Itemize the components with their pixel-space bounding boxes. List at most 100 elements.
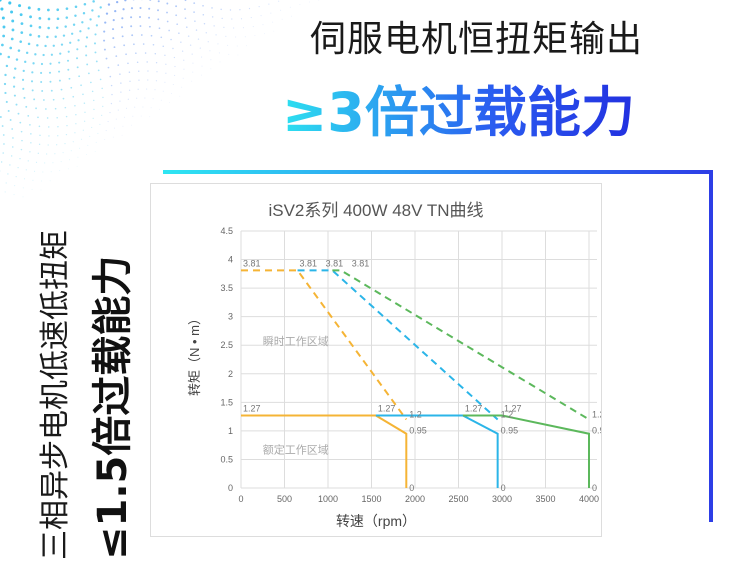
dot — [130, 16, 133, 19]
dot — [183, 59, 185, 61]
dot — [125, 107, 128, 109]
dot — [70, 86, 73, 89]
dot — [64, 106, 67, 109]
dot — [121, 35, 124, 38]
dot — [40, 62, 44, 66]
dot — [97, 132, 99, 134]
dot — [183, 68, 185, 70]
dot — [152, 98, 154, 100]
dot — [34, 53, 37, 56]
region-label: 额定工作区域 — [263, 443, 329, 457]
dot — [246, 45, 248, 47]
dot — [91, 9, 94, 12]
x-tick-label: 500 — [277, 494, 292, 504]
dot — [125, 53, 127, 56]
dot — [20, 148, 23, 151]
dot — [2, 134, 5, 136]
dot — [95, 60, 98, 63]
dot — [40, 80, 43, 83]
x-tick-label: 3000 — [492, 494, 512, 504]
y-tick-label: 1 — [228, 426, 233, 436]
dot — [87, 144, 89, 146]
dot — [146, 61, 148, 63]
dot — [244, 36, 246, 38]
dot — [22, 196, 24, 198]
dot — [99, 6, 102, 9]
dot — [58, 70, 61, 73]
dot — [0, 52, 2, 56]
dot — [149, 0, 152, 1]
dot — [65, 7, 69, 10]
dot — [11, 28, 15, 32]
dot — [4, 73, 7, 77]
dot — [0, 0, 2, 2]
dot — [103, 48, 106, 51]
chart-title: iSV2系列 400W 48V TN曲线 — [268, 201, 483, 220]
dot-wave-decoration — [0, 0, 320, 198]
dot — [48, 71, 52, 74]
dot — [32, 62, 35, 65]
headline-line1: 伺服电机恒扭矩输出 — [310, 19, 644, 60]
dot — [239, 9, 241, 11]
data-label: 1.2 — [501, 409, 514, 419]
dot — [107, 3, 111, 6]
dot — [140, 115, 142, 117]
x-tick-label: 1500 — [361, 494, 381, 504]
dot — [84, 111, 86, 113]
dot — [166, 2, 169, 5]
dot — [237, 54, 239, 56]
x-tick-label: 2000 — [405, 494, 425, 504]
dot — [157, 9, 159, 12]
dot — [75, 123, 77, 125]
dot — [130, 7, 134, 10]
dot — [74, 132, 76, 134]
dot — [3, 143, 5, 145]
dot — [164, 54, 166, 56]
dot — [38, 125, 41, 128]
dot — [129, 80, 131, 82]
dot — [54, 107, 57, 110]
orange-solid-curve — [241, 414, 408, 488]
dot — [83, 120, 86, 122]
dot — [148, 16, 151, 19]
dot — [107, 66, 110, 69]
dot — [291, 15, 293, 17]
x-tick-label: 0 — [238, 494, 243, 504]
dot — [4, 191, 6, 193]
dot — [38, 143, 41, 146]
dot — [195, 29, 198, 31]
dot — [112, 37, 115, 40]
headline-line2: ≥3倍过载能力 — [282, 68, 635, 147]
dot — [194, 20, 196, 22]
dot — [228, 53, 230, 55]
dot — [140, 34, 143, 36]
dot — [174, 74, 176, 77]
dot — [121, 26, 124, 29]
dot — [91, 90, 94, 93]
dot — [62, 97, 65, 100]
dot — [175, 5, 178, 8]
dot — [56, 144, 58, 146]
dot — [138, 70, 140, 72]
dot — [20, 22, 24, 26]
dot — [29, 24, 33, 28]
dot — [7, 55, 11, 59]
dot — [115, 55, 118, 57]
dot — [102, 96, 104, 99]
dot — [92, 117, 94, 120]
dot — [67, 68, 70, 71]
dot — [40, 189, 42, 191]
dot — [44, 162, 46, 164]
dot — [103, 39, 106, 42]
dot — [169, 102, 170, 103]
dot — [9, 119, 12, 121]
dot — [14, 67, 17, 70]
dot — [19, 40, 23, 43]
dot — [152, 43, 155, 46]
dot — [42, 171, 44, 173]
dot — [39, 134, 41, 137]
y-tick-label: 0.5 — [220, 454, 233, 464]
dot — [110, 102, 113, 105]
dot — [104, 139, 106, 141]
dot — [97, 15, 100, 18]
